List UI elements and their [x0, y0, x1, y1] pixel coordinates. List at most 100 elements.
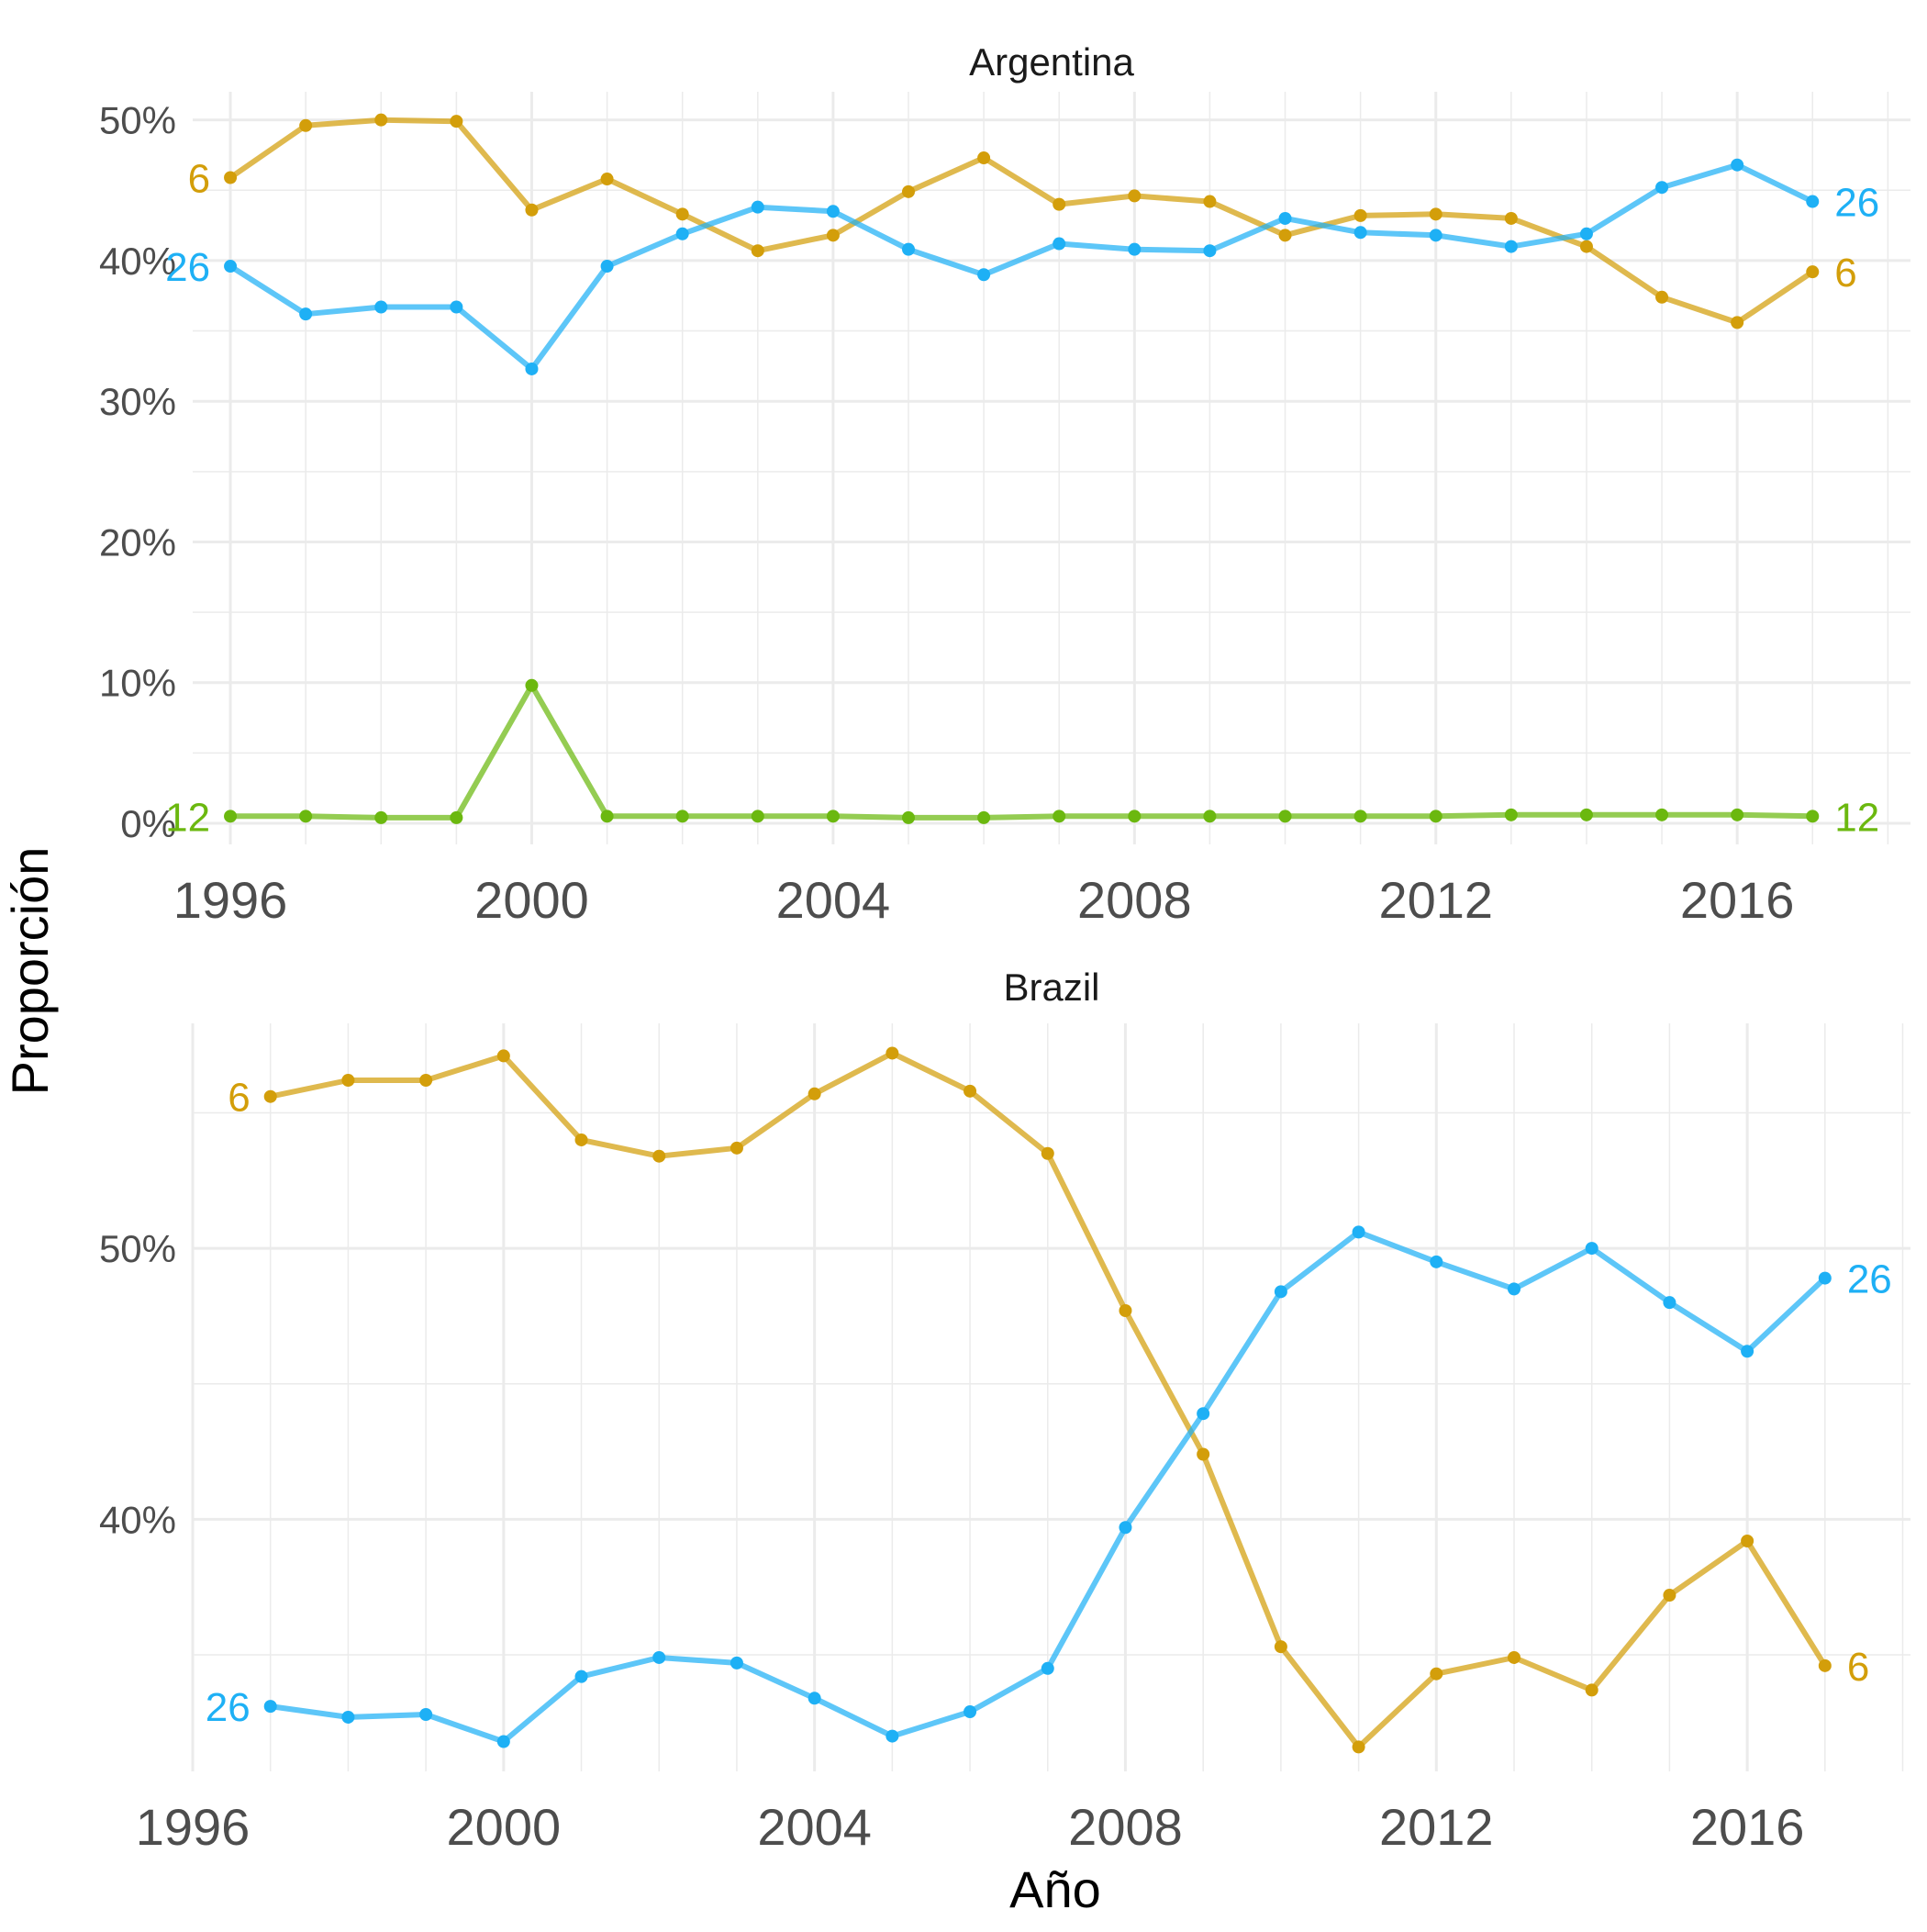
x-tick-label: 2008	[1068, 1798, 1183, 1856]
series-label-start-12: 12	[165, 795, 210, 840]
series-point-6	[1128, 189, 1142, 203]
x-axis-title: Año	[1009, 1860, 1101, 1918]
panel-brazil: Brazil 40% 50% 1996 2000 2004 2008 2012 2016 6 6 26…	[99, 966, 1910, 1856]
x-tick-label: 2004	[757, 1798, 872, 1856]
series-point-26	[1508, 1282, 1520, 1296]
series-point-26	[1274, 1285, 1287, 1299]
series-point-6	[600, 173, 614, 186]
y-tick-label: 50%	[99, 1227, 176, 1270]
series-point-26	[1430, 1255, 1443, 1268]
series-point-6	[730, 1141, 743, 1155]
series-point-26	[826, 205, 840, 218]
series-point-12	[600, 810, 614, 823]
series-point-26	[1053, 237, 1066, 251]
series-point-6	[496, 1049, 510, 1063]
series-point-6	[525, 203, 539, 217]
series-point-12	[1731, 808, 1744, 821]
series-point-6	[1504, 211, 1518, 225]
series-label-end-26: 26	[1834, 181, 1879, 226]
series-point-26	[730, 1656, 743, 1670]
series-point-26	[808, 1692, 821, 1705]
y-tick-label: 40%	[99, 240, 176, 283]
series-label-start-6: 6	[188, 156, 210, 201]
panel-title: Brazil	[1003, 966, 1099, 1009]
series-point-6	[675, 207, 689, 221]
series-point-6	[341, 1074, 355, 1088]
series-point-6	[1353, 208, 1367, 222]
series-point-26	[341, 1710, 355, 1724]
series-point-6	[374, 113, 388, 127]
series-point-26	[224, 260, 238, 274]
series-point-6	[1278, 229, 1292, 242]
series-point-6	[1429, 207, 1442, 221]
series-point-6	[977, 151, 991, 165]
series-point-26	[299, 307, 313, 321]
series-point-26	[1655, 181, 1669, 195]
series-point-26	[1429, 229, 1442, 242]
series-point-12	[525, 678, 539, 692]
series-point-26	[1741, 1345, 1754, 1358]
series-point-12	[224, 810, 238, 823]
x-tick-label: 2016	[1690, 1798, 1805, 1856]
series-point-12	[1278, 810, 1292, 823]
series-point-6	[1579, 240, 1593, 253]
series-point-12	[977, 810, 991, 824]
series-point-12	[1504, 808, 1518, 821]
series-point-26	[902, 242, 915, 256]
series-label-end-12: 12	[1834, 795, 1879, 840]
y-axis-title: Proporción	[1, 847, 59, 1096]
series-point-26	[751, 200, 764, 214]
series-point-26	[964, 1705, 977, 1719]
series-point-6	[574, 1133, 588, 1146]
series-point-6	[1731, 316, 1744, 329]
series-line-6	[228, 117, 1816, 326]
series-point-12	[751, 810, 764, 823]
series-point-6	[419, 1074, 433, 1088]
series-point-12	[1203, 810, 1217, 823]
series-point-12	[1579, 808, 1593, 821]
series-point-6	[1508, 1650, 1520, 1664]
series-line-26	[228, 162, 1816, 372]
y-tick-label: 20%	[99, 520, 176, 564]
y-tick-label: 40%	[99, 1498, 176, 1541]
series-point-26	[496, 1735, 510, 1748]
series-point-26	[1203, 244, 1217, 258]
series-point-26	[675, 227, 689, 240]
series-point-26	[525, 362, 539, 375]
series-point-26	[574, 1670, 588, 1683]
series-point-6	[1203, 195, 1217, 208]
series-point-26	[450, 300, 463, 314]
series-point-12	[1806, 810, 1820, 823]
series-point-6	[808, 1087, 821, 1100]
series-point-6	[1818, 1658, 1832, 1672]
panel-title: Argentina	[969, 40, 1134, 84]
series-point-6	[1806, 265, 1820, 279]
series-point-6	[751, 244, 764, 258]
series-point-6	[902, 184, 915, 198]
y-tick-label: 10%	[99, 662, 176, 705]
series-point-26	[886, 1729, 899, 1743]
series-point-26	[1663, 1296, 1676, 1310]
series-point-12	[902, 810, 915, 824]
series-label-start-26: 26	[165, 245, 210, 290]
series-label-end-6: 6	[1847, 1645, 1869, 1690]
series-point-12	[1128, 810, 1142, 823]
series-point-26	[263, 1700, 277, 1714]
series-point-26	[374, 300, 388, 314]
series-point-26	[1585, 1242, 1598, 1256]
series-point-26	[1128, 242, 1142, 256]
series-point-12	[374, 810, 388, 824]
series-point-12	[1053, 810, 1066, 823]
series-point-6	[964, 1084, 977, 1098]
series-point-26	[600, 260, 614, 274]
x-tick-label: 2016	[1680, 871, 1795, 929]
y-tick-label: 0%	[120, 802, 176, 845]
series-point-26	[1731, 158, 1744, 172]
y-tick-label: 50%	[99, 99, 176, 142]
series-label-start-6: 6	[228, 1076, 250, 1121]
series-label-start-26: 26	[206, 1685, 251, 1730]
series-label-end-6: 6	[1834, 251, 1856, 296]
series-point-6	[652, 1149, 666, 1163]
